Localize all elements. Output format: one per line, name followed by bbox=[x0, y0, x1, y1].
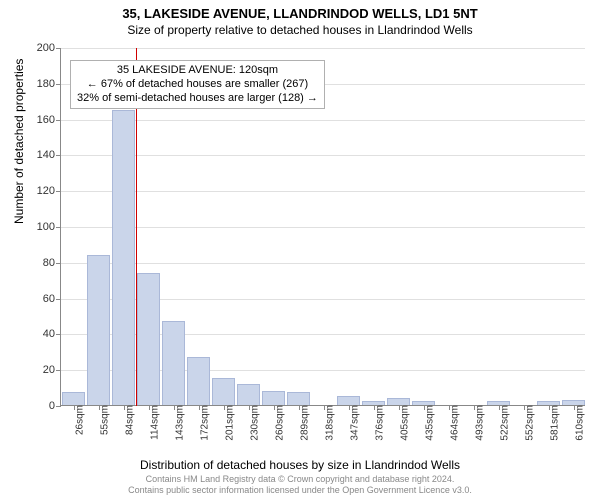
bar bbox=[212, 378, 236, 405]
ytick-label: 200 bbox=[37, 42, 61, 54]
bar bbox=[187, 357, 211, 405]
annotation-line: 32% of semi-detached houses are larger (… bbox=[77, 92, 318, 106]
ytick-label: 100 bbox=[37, 221, 61, 233]
footer-line1: Contains HM Land Registry data © Crown c… bbox=[0, 474, 600, 485]
gridline bbox=[61, 48, 585, 49]
xtick-label: 376sqm bbox=[368, 405, 385, 441]
footer-text: Contains HM Land Registry data © Crown c… bbox=[0, 474, 600, 496]
bar bbox=[262, 391, 286, 405]
xtick-label: 493sqm bbox=[468, 405, 485, 441]
ytick-label: 140 bbox=[37, 149, 61, 161]
bar bbox=[162, 321, 186, 405]
xtick-label: 405sqm bbox=[393, 405, 410, 441]
xtick-label: 172sqm bbox=[193, 405, 210, 441]
ytick-label: 60 bbox=[43, 293, 61, 305]
ytick-label: 120 bbox=[37, 185, 61, 197]
xtick-label: 610sqm bbox=[568, 405, 585, 441]
annotation-box: 35 LAKESIDE AVENUE: 120sqm← 67% of detac… bbox=[70, 60, 325, 109]
gridline bbox=[61, 120, 585, 121]
ytick-label: 80 bbox=[43, 257, 61, 269]
gridline bbox=[61, 263, 585, 264]
xtick-label: 318sqm bbox=[318, 405, 335, 441]
xtick-label: 522sqm bbox=[493, 405, 510, 441]
page-title: 35, LAKESIDE AVENUE, LLANDRINDOD WELLS, … bbox=[0, 6, 600, 21]
xtick-label: 260sqm bbox=[268, 405, 285, 441]
bar bbox=[62, 392, 86, 405]
annotation-line: 35 LAKESIDE AVENUE: 120sqm bbox=[77, 64, 318, 78]
bar bbox=[137, 273, 161, 405]
annotation-line: ← 67% of detached houses are smaller (26… bbox=[77, 78, 318, 92]
bar bbox=[237, 384, 261, 405]
gridline bbox=[61, 191, 585, 192]
xtick-label: 143sqm bbox=[168, 405, 185, 441]
xtick-label: 114sqm bbox=[143, 405, 160, 440]
chart-area: 02040608010012014016018020026sqm55sqm84s… bbox=[60, 48, 585, 406]
xtick-label: 464sqm bbox=[443, 405, 460, 441]
gridline bbox=[61, 155, 585, 156]
xtick-label: 289sqm bbox=[293, 405, 310, 441]
x-axis-label: Distribution of detached houses by size … bbox=[0, 458, 600, 472]
xtick-label: 84sqm bbox=[118, 405, 135, 435]
bar bbox=[287, 392, 311, 405]
ytick-label: 180 bbox=[37, 78, 61, 90]
page-subtitle: Size of property relative to detached ho… bbox=[0, 23, 600, 37]
ytick-label: 40 bbox=[43, 328, 61, 340]
footer-line2: Contains public sector information licen… bbox=[0, 485, 600, 496]
bar bbox=[387, 398, 411, 405]
xtick-label: 552sqm bbox=[518, 405, 535, 441]
xtick-label: 435sqm bbox=[418, 405, 435, 441]
y-axis-label: Number of detached properties bbox=[12, 59, 26, 224]
gridline bbox=[61, 227, 585, 228]
ytick-label: 160 bbox=[37, 114, 61, 126]
xtick-label: 581sqm bbox=[543, 405, 560, 441]
ytick-label: 20 bbox=[43, 364, 61, 376]
bar bbox=[337, 396, 361, 405]
ytick-label: 0 bbox=[49, 400, 61, 412]
xtick-label: 201sqm bbox=[218, 405, 235, 441]
xtick-label: 347sqm bbox=[343, 405, 360, 441]
xtick-label: 55sqm bbox=[93, 405, 110, 435]
xtick-label: 230sqm bbox=[243, 405, 260, 441]
bar bbox=[87, 255, 111, 405]
bar bbox=[112, 110, 136, 405]
xtick-label: 26sqm bbox=[68, 405, 85, 435]
